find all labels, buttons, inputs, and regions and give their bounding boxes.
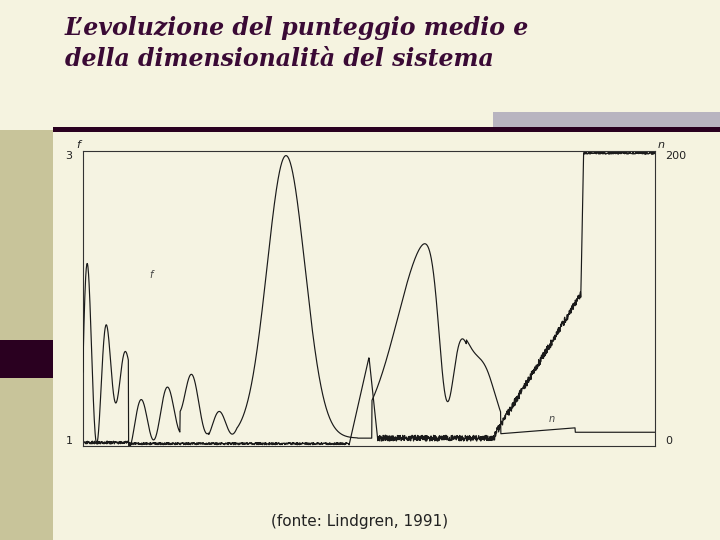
Text: n: n (658, 140, 665, 150)
Text: n: n (549, 414, 555, 424)
Text: (fonte: Lindgren, 1991): (fonte: Lindgren, 1991) (271, 514, 449, 529)
Text: 3: 3 (66, 151, 73, 161)
Text: L’evoluzione del punteggio medio e
della dimensionalità del sistema: L’evoluzione del punteggio medio e della… (65, 16, 529, 71)
Text: f: f (76, 140, 80, 150)
Text: f: f (150, 270, 153, 280)
Text: 0: 0 (665, 435, 672, 445)
Text: 200: 200 (665, 151, 687, 161)
Text: 1: 1 (66, 435, 73, 445)
